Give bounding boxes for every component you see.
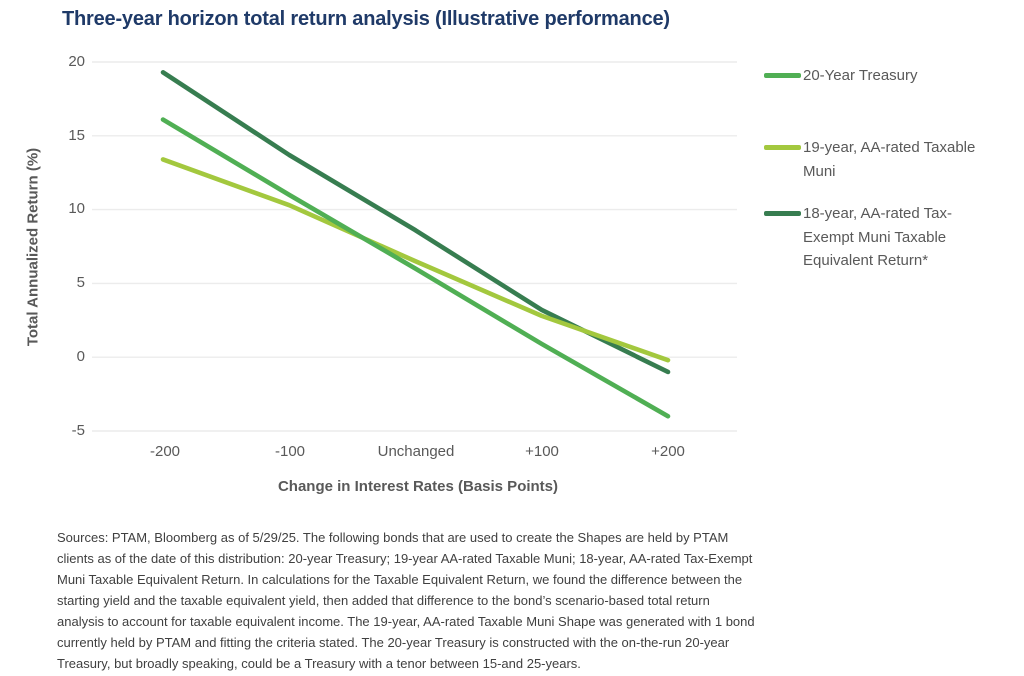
chart-title: Three-year horizon total return analysis…: [62, 8, 670, 30]
y-tick-label: -5: [71, 422, 85, 439]
y-axis-title: Total Annualized Return (%): [24, 147, 42, 347]
legend-line-swatch: [764, 145, 801, 150]
legend-line-swatch: [764, 211, 801, 216]
y-tick-label: 5: [76, 274, 85, 291]
x-tick-label: +100: [525, 443, 559, 460]
x-tick-label: -100: [274, 443, 306, 460]
y-tick-label: 20: [68, 53, 85, 70]
legend-line-swatch: [764, 73, 801, 78]
legend-item-19yr-taxable-muni: 19-year, AA-rated Taxable Muni: [764, 136, 983, 183]
series-line-1: [160, 157, 671, 363]
series-line-2: [160, 70, 671, 375]
legend-item-18yr-tax-exempt-muni: 18-year, AA-rated Tax-Exempt Muni Taxabl…: [764, 202, 983, 273]
y-tick-label: 15: [68, 127, 85, 144]
x-tick-label: +200: [651, 443, 685, 460]
legend-label: 19-year, AA-rated Taxable Muni: [803, 139, 976, 180]
legend-item-20yr-treasury: 20-Year Treasury: [764, 64, 983, 88]
y-tick-label: 10: [68, 200, 85, 217]
legend-label: 20-Year Treasury: [803, 67, 918, 84]
legend-label: 18-year, AA-rated Tax-Exempt Muni Taxabl…: [803, 205, 952, 269]
series-line-0: [160, 117, 671, 419]
x-tick-label: -200: [149, 443, 181, 460]
y-tick-label: 0: [76, 348, 85, 365]
x-tick-label: Unchanged: [377, 443, 455, 460]
x-axis-title: Change in Interest Rates (Basis Points): [277, 478, 559, 495]
source-footnote: Sources: PTAM, Bloomberg as of 5/29/25. …: [57, 530, 755, 671]
